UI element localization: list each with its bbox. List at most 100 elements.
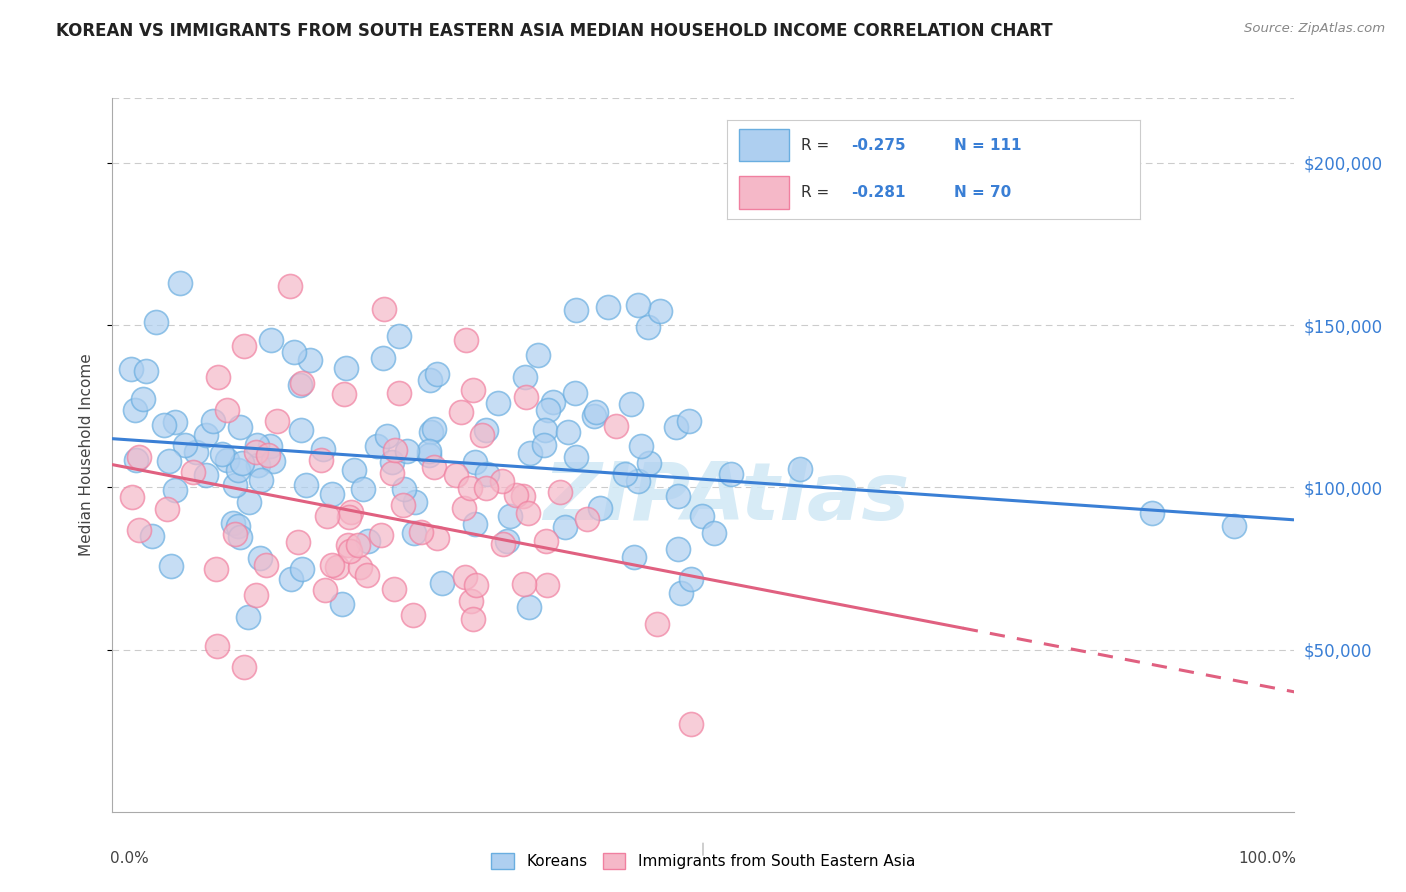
- Point: [681, 572, 703, 586]
- Point: [585, 405, 607, 419]
- Point: [247, 458, 270, 472]
- Point: [589, 500, 612, 515]
- Point: [450, 405, 472, 419]
- Point: [321, 558, 343, 572]
- Point: [309, 452, 332, 467]
- Point: [471, 427, 494, 442]
- Point: [454, 570, 477, 584]
- Point: [402, 526, 425, 541]
- Text: R =: R =: [801, 137, 834, 153]
- Point: [370, 527, 392, 541]
- Point: [392, 482, 415, 496]
- Point: [388, 386, 411, 401]
- Point: [156, 502, 179, 516]
- Point: [222, 516, 245, 530]
- Point: [349, 559, 371, 574]
- Point: [637, 320, 659, 334]
- Point: [153, 417, 176, 432]
- Bar: [740, 128, 789, 161]
- Point: [554, 520, 576, 534]
- Point: [124, 403, 146, 417]
- Point: [232, 339, 254, 353]
- Point: [169, 276, 191, 290]
- Point: [627, 474, 650, 488]
- Point: [245, 588, 267, 602]
- Point: [128, 450, 150, 464]
- Point: [381, 455, 404, 469]
- Point: [627, 298, 650, 312]
- Point: [120, 362, 142, 376]
- Point: [419, 373, 441, 387]
- Text: Source: ZipAtlas.com: Source: ZipAtlas.com: [1244, 22, 1385, 36]
- Point: [1223, 519, 1246, 533]
- Point: [460, 593, 482, 607]
- Point: [517, 506, 540, 520]
- Point: [339, 544, 361, 558]
- Point: [418, 448, 440, 462]
- Point: [426, 367, 449, 381]
- Point: [245, 444, 267, 458]
- Point: [347, 538, 370, 552]
- Point: [141, 529, 163, 543]
- Legend: Koreans, Immigrants from South Eastern Asia: Koreans, Immigrants from South Eastern A…: [485, 847, 921, 875]
- Point: [340, 505, 363, 519]
- Point: [343, 463, 366, 477]
- Point: [388, 329, 411, 343]
- Point: [373, 301, 395, 316]
- Point: [224, 526, 246, 541]
- Point: [396, 444, 419, 458]
- Point: [226, 518, 249, 533]
- Point: [259, 439, 281, 453]
- Point: [1140, 506, 1163, 520]
- Text: -0.275: -0.275: [851, 137, 905, 153]
- Point: [224, 478, 246, 492]
- Point: [384, 443, 406, 458]
- Point: [499, 509, 522, 524]
- Point: [678, 414, 700, 428]
- Point: [536, 533, 558, 548]
- Point: [316, 509, 339, 524]
- Point: [668, 490, 690, 504]
- Point: [373, 351, 395, 366]
- Point: [392, 498, 415, 512]
- Point: [257, 448, 280, 462]
- Point: [515, 390, 537, 404]
- Point: [432, 575, 454, 590]
- Point: [605, 419, 627, 434]
- Point: [565, 450, 588, 464]
- Text: N = 111: N = 111: [953, 137, 1022, 153]
- Point: [475, 481, 498, 495]
- Point: [195, 468, 218, 483]
- Point: [288, 377, 311, 392]
- Point: [418, 444, 440, 458]
- Point: [463, 383, 485, 397]
- Point: [184, 445, 207, 459]
- Point: [423, 460, 446, 475]
- Point: [465, 577, 488, 591]
- Point: [181, 465, 204, 479]
- Point: [475, 423, 498, 437]
- Point: [195, 427, 218, 442]
- Point: [283, 345, 305, 359]
- Text: R =: R =: [801, 186, 834, 201]
- Point: [703, 526, 725, 541]
- Point: [163, 416, 186, 430]
- Point: [205, 639, 228, 653]
- Point: [461, 612, 484, 626]
- Point: [409, 524, 432, 539]
- Text: N = 70: N = 70: [953, 186, 1011, 201]
- Point: [157, 454, 180, 468]
- Point: [671, 586, 693, 600]
- Point: [630, 439, 652, 453]
- Point: [236, 610, 259, 624]
- Point: [505, 488, 527, 502]
- Point: [496, 534, 519, 549]
- Point: [402, 608, 425, 623]
- Point: [557, 425, 579, 439]
- Point: [357, 534, 380, 549]
- Point: [205, 562, 228, 576]
- Point: [458, 481, 481, 495]
- Point: [533, 438, 555, 452]
- Point: [426, 531, 449, 545]
- Point: [266, 414, 288, 428]
